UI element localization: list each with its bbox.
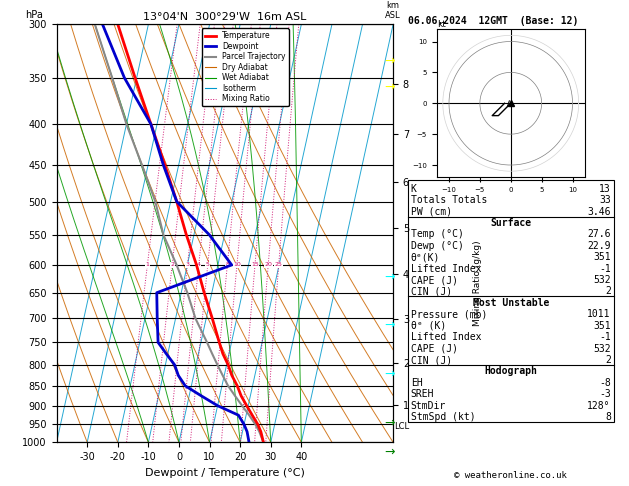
Text: 351: 351 bbox=[593, 321, 611, 331]
Text: StmDir: StmDir bbox=[411, 400, 446, 411]
Text: 33: 33 bbox=[599, 195, 611, 205]
Text: Temp (°C): Temp (°C) bbox=[411, 229, 464, 240]
Text: 10: 10 bbox=[233, 262, 241, 267]
Text: 1: 1 bbox=[145, 262, 149, 267]
Legend: Temperature, Dewpoint, Parcel Trajectory, Dry Adiabat, Wet Adiabat, Isotherm, Mi: Temperature, Dewpoint, Parcel Trajectory… bbox=[202, 28, 289, 106]
Text: 5: 5 bbox=[206, 262, 209, 267]
Title: 13°04'N  300°29'W  16m ASL: 13°04'N 300°29'W 16m ASL bbox=[143, 12, 306, 22]
Text: →: → bbox=[385, 368, 395, 381]
Text: →: → bbox=[385, 417, 395, 429]
Text: km
ASL: km ASL bbox=[386, 0, 401, 20]
Text: →: → bbox=[385, 446, 395, 458]
Text: →: → bbox=[385, 319, 395, 332]
X-axis label: Dewpoint / Temperature (°C): Dewpoint / Temperature (°C) bbox=[145, 468, 305, 478]
Text: 3: 3 bbox=[186, 262, 189, 267]
Text: 1011: 1011 bbox=[587, 310, 611, 319]
Text: 2: 2 bbox=[605, 287, 611, 296]
Text: 532: 532 bbox=[593, 275, 611, 285]
Text: 13: 13 bbox=[599, 184, 611, 194]
Text: -3: -3 bbox=[599, 389, 611, 399]
Text: Totals Totals: Totals Totals bbox=[411, 195, 487, 205]
Text: CIN (J): CIN (J) bbox=[411, 355, 452, 365]
Text: 06.06.2024  12GMT  (Base: 12): 06.06.2024 12GMT (Base: 12) bbox=[408, 16, 578, 26]
Text: © weatheronline.co.uk: © weatheronline.co.uk bbox=[454, 471, 567, 480]
Text: -8: -8 bbox=[599, 378, 611, 388]
Text: 3.46: 3.46 bbox=[587, 207, 611, 217]
Text: →: → bbox=[385, 271, 395, 283]
Text: Lifted Index: Lifted Index bbox=[411, 263, 481, 274]
Text: Surface: Surface bbox=[490, 218, 532, 228]
Text: 2: 2 bbox=[605, 355, 611, 365]
Text: Most Unstable: Most Unstable bbox=[472, 298, 549, 308]
Text: 8: 8 bbox=[225, 262, 229, 267]
Text: 8: 8 bbox=[605, 412, 611, 422]
Text: 27.6: 27.6 bbox=[587, 229, 611, 240]
Text: Mixing Ratio (g/kg): Mixing Ratio (g/kg) bbox=[473, 241, 482, 326]
Text: hPa: hPa bbox=[25, 10, 43, 20]
Text: 20: 20 bbox=[264, 262, 272, 267]
Text: 532: 532 bbox=[593, 344, 611, 354]
Text: Hodograph: Hodograph bbox=[484, 366, 537, 377]
Text: K: K bbox=[411, 184, 416, 194]
Text: θᵉ(K): θᵉ(K) bbox=[411, 252, 440, 262]
Text: 128°: 128° bbox=[587, 400, 611, 411]
Text: CAPE (J): CAPE (J) bbox=[411, 344, 458, 354]
Text: 2: 2 bbox=[170, 262, 174, 267]
Text: PW (cm): PW (cm) bbox=[411, 207, 452, 217]
Text: SREH: SREH bbox=[411, 389, 434, 399]
Text: θᵉ (K): θᵉ (K) bbox=[411, 321, 446, 331]
Text: -1: -1 bbox=[599, 263, 611, 274]
Text: -1: -1 bbox=[599, 332, 611, 342]
Text: →: → bbox=[385, 54, 395, 67]
Text: LCL: LCL bbox=[394, 422, 409, 431]
Text: CIN (J): CIN (J) bbox=[411, 287, 452, 296]
Text: kt: kt bbox=[437, 20, 445, 29]
Text: 22.9: 22.9 bbox=[587, 241, 611, 251]
Text: 25: 25 bbox=[275, 262, 282, 267]
Text: →: → bbox=[385, 81, 395, 94]
Text: EH: EH bbox=[411, 378, 423, 388]
Text: 15: 15 bbox=[251, 262, 259, 267]
Text: StmSpd (kt): StmSpd (kt) bbox=[411, 412, 476, 422]
Text: 351: 351 bbox=[593, 252, 611, 262]
Text: CAPE (J): CAPE (J) bbox=[411, 275, 458, 285]
Text: Lifted Index: Lifted Index bbox=[411, 332, 481, 342]
Text: Pressure (mb): Pressure (mb) bbox=[411, 310, 487, 319]
Text: Dewp (°C): Dewp (°C) bbox=[411, 241, 464, 251]
Text: 4: 4 bbox=[197, 262, 201, 267]
